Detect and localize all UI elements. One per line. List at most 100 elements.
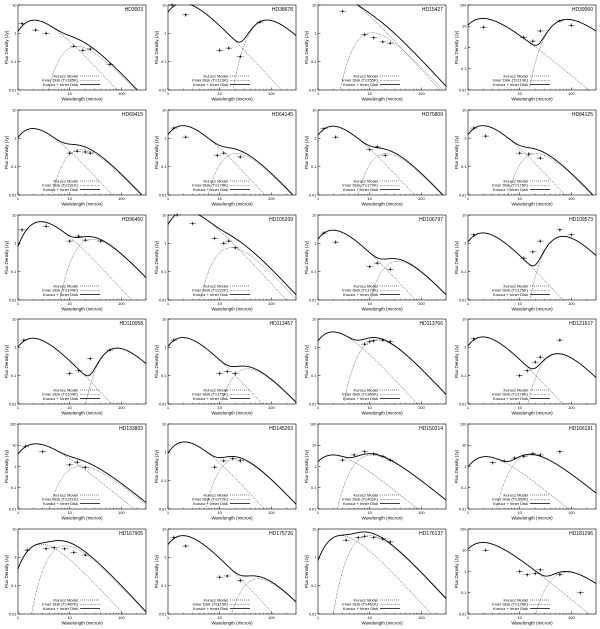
data-point — [226, 575, 229, 577]
x-axis-label: Wavelength (micron) — [361, 621, 403, 626]
legend-label: Kurucz + Inner Disk — [193, 606, 228, 611]
kurucz-model-curve — [467, 18, 590, 91]
legend-label: Kurucz Model — [204, 388, 229, 393]
panel-title: HD3003 — [125, 7, 144, 13]
x-tick-label: 10 — [67, 510, 72, 515]
x-tick-label: 10 — [217, 301, 222, 306]
plot-frame — [467, 4, 597, 91]
x-tick-label: 1 — [167, 405, 170, 410]
y-tick-label: 1 — [14, 240, 17, 245]
sed-panel: 1 10 100 0.01 0.1 1 10 HD38678 Wavelength (micro… — [150, 0, 300, 104]
x-tick-label: 1 — [317, 615, 320, 620]
plot-frame — [317, 423, 447, 510]
y-tick-label: 10 — [312, 2, 317, 7]
panel-title: HD113457 — [269, 321, 293, 327]
legend-label: Inner Disk (T≤360K) — [342, 392, 378, 397]
x-tick-label: 100 — [568, 510, 575, 515]
sed-panel: 1 10 100 0.01 0.1 1 10 HD106797 Wavelength (micr… — [300, 210, 450, 314]
legend-label: Inner Disk (T≤255K) — [342, 78, 378, 83]
legend-label: Kurucz + Inner Disk — [193, 82, 228, 87]
legend-label: Kurucz Model — [54, 178, 79, 183]
y-tick-label: 1 — [164, 555, 167, 560]
data-point — [184, 136, 187, 138]
x-axis-label: Wavelength (micron) — [511, 516, 553, 521]
y-axis-label: Flux Density (Jy) — [304, 554, 309, 588]
y-axis-label: Flux Density (Jy) — [454, 135, 459, 169]
sed-panel: 1 10 100 0.01 0.1 1 10 HD176137 Wavelength (micr… — [300, 524, 450, 628]
combined-model-curve — [167, 4, 297, 43]
sed-panel: 1 10 100 0.01 0.1 1 10 HD96450 Wavelength (micro… — [0, 210, 150, 314]
y-tick-label: 1 — [14, 555, 17, 560]
inner-disk-curve — [52, 148, 142, 196]
y-tick-label: 0.1 — [311, 164, 317, 169]
data-point — [258, 21, 261, 23]
data-point — [239, 460, 242, 462]
legend-label: Inner Disk (T≤487K) — [42, 602, 78, 607]
y-axis-label: Flux Density (Jy) — [304, 449, 309, 483]
x-axis-label: Wavelength (micron) — [211, 411, 253, 416]
sed-panel: 1 10 100 0.01 0.1 1 10 100 HD181296 Wavelength (m… — [450, 524, 600, 628]
data-point — [213, 237, 216, 239]
legend-label: Kurucz Model — [504, 283, 529, 288]
x-tick-label: 10 — [517, 301, 522, 306]
panel-title: HD176137 — [419, 531, 443, 537]
panel-title: HD167905 — [119, 531, 143, 537]
legend-label: Kurucz Model — [354, 283, 379, 288]
data-point — [81, 49, 84, 52]
y-axis-label: Flux Density (Jy) — [304, 345, 309, 379]
combined-model-curve — [467, 336, 597, 379]
legend-label: Kurucz Model — [354, 492, 379, 497]
x-axis-label: Wavelength (micron) — [511, 621, 553, 626]
y-tick-label: 0.1 — [161, 164, 167, 169]
y-tick-label: 0.01 — [309, 87, 318, 92]
data-point — [482, 26, 485, 29]
y-tick-label: 0.1 — [461, 590, 467, 595]
y-axis-label: Flux Density (Jy) — [304, 30, 309, 64]
data-point — [26, 549, 28, 552]
sed-chart-svg: 1 10 100 0.01 0.1 1 10 HD175726 Wavelength (micr… — [154, 526, 297, 626]
sed-panel: 1 10 100 0.01 0.1 1 10 HD69415 Wavelength (micro… — [0, 105, 150, 209]
data-point — [172, 536, 175, 539]
legend-label: Kurucz Model — [354, 597, 379, 602]
data-point — [503, 460, 506, 463]
inner-disk-curve — [507, 153, 593, 195]
combined-model-curve — [17, 540, 147, 613]
data-point — [72, 45, 75, 48]
y-tick-label: 10 — [12, 107, 17, 112]
y-tick-label: 0.01 — [9, 507, 18, 512]
x-tick-label: 10 — [217, 91, 222, 96]
data-point — [68, 372, 71, 375]
y-axis-label: Flux Density (Jy) — [154, 345, 159, 379]
legend-label: Kurucz Model — [204, 178, 229, 183]
data-point — [76, 461, 79, 464]
data-point — [53, 546, 56, 549]
y-tick-label: 1 — [164, 31, 167, 36]
data-point — [172, 339, 175, 342]
panel-title: HD105209 — [269, 217, 293, 223]
legend-label: Kurucz Model — [504, 597, 529, 602]
y-tick-label: 10 — [312, 107, 317, 112]
y-tick-label: 0.01 — [159, 297, 168, 302]
combined-model-curve — [467, 17, 597, 46]
x-axis-label: Wavelength (micron) — [61, 306, 103, 311]
panel-title: HD64145 — [272, 112, 293, 118]
y-axis-label: Flux Density (Jy) — [154, 30, 159, 64]
data-point — [522, 455, 525, 458]
data-point — [89, 48, 92, 50]
inner-disk-curve — [31, 545, 147, 614]
data-point — [558, 573, 561, 576]
data-point — [539, 239, 542, 242]
y-axis-label: Flux Density (Jy) — [304, 240, 309, 274]
x-tick-label: 100 — [418, 405, 425, 410]
plot-frame — [167, 319, 297, 405]
sed-chart-svg: 1 10 100 0.01 0.1 1 10 HD84125 Wavelength (micro… — [454, 107, 597, 206]
data-point — [231, 457, 234, 460]
x-tick-label: 100 — [568, 405, 575, 410]
data-point — [41, 450, 44, 453]
data-point — [368, 265, 371, 268]
plot-frame — [317, 528, 447, 615]
inner-disk-curve — [370, 260, 447, 298]
sed-chart-svg: 1 10 100 0.01 0.1 1 10 HD167905 Wavelength (micr… — [4, 526, 147, 626]
legend-label: Inner Disk (T≤231K) — [42, 182, 78, 187]
data-point — [518, 375, 521, 377]
